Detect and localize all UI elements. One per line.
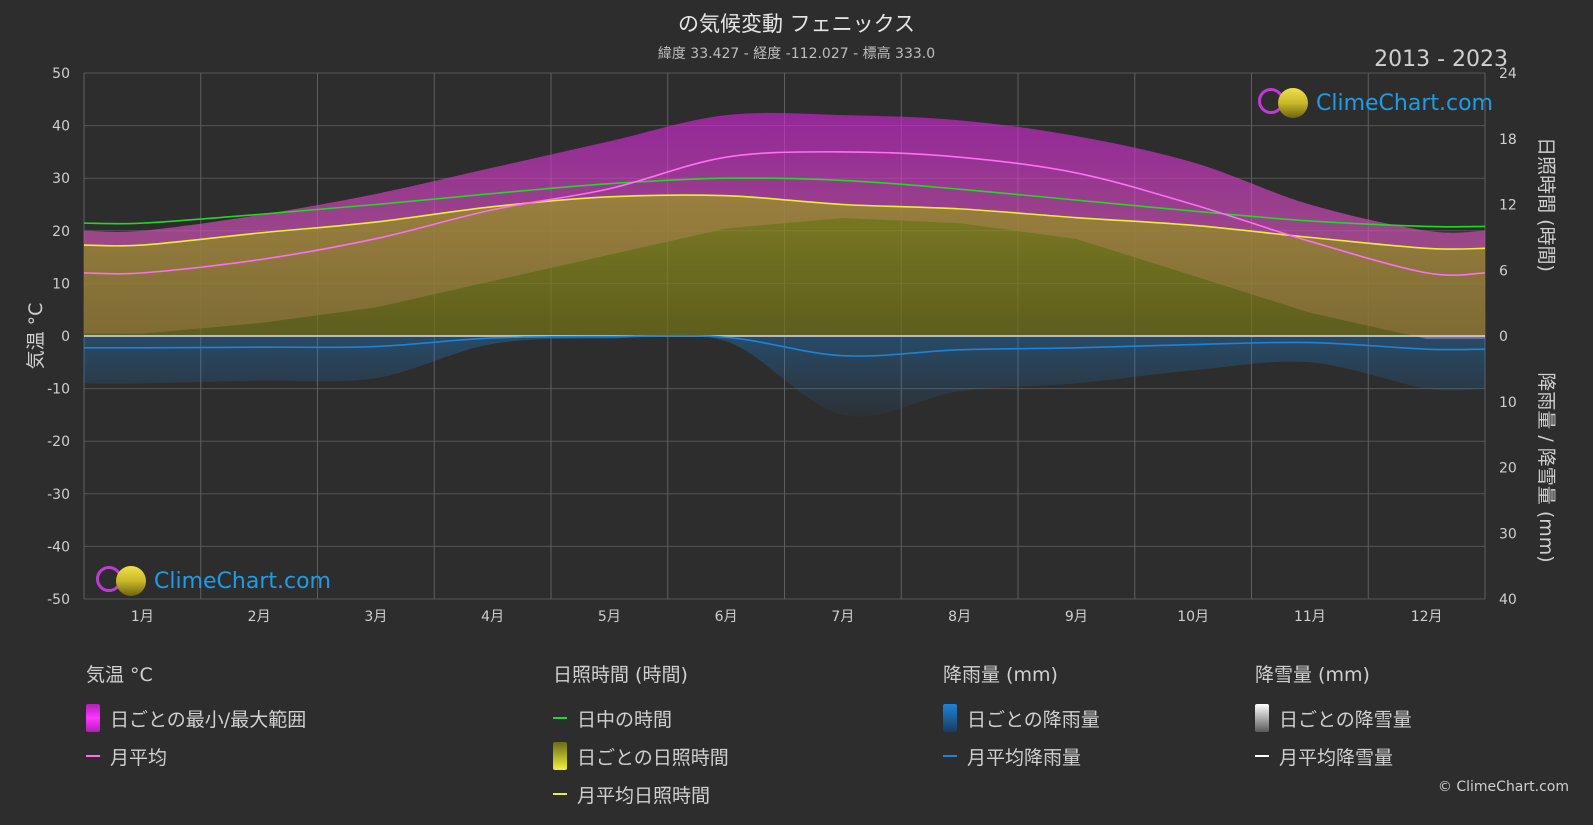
logo-icon: [96, 566, 150, 596]
swatch: [86, 755, 100, 757]
chart-title: の気候変動 フェニックス: [677, 12, 916, 36]
y-left-tick-label: 40: [52, 119, 70, 135]
swatch: [1255, 755, 1269, 757]
rain-avg-line: [83, 334, 1486, 357]
swatch: [943, 755, 957, 757]
rain-layer: [84, 334, 1485, 417]
legend-item: 月平均: [86, 737, 306, 775]
x-tick-label: 1月: [131, 609, 154, 625]
legend-temperature: 気温 °C 日ごとの最小/最大範囲 月平均: [86, 660, 306, 775]
legend-item: 日ごとの降雪量: [1255, 699, 1412, 737]
rain-area: [84, 334, 1485, 417]
logo-icon: [1258, 88, 1312, 118]
x-tick-label: 8月: [948, 609, 971, 625]
legend-heading: 日照時間 (時間): [553, 664, 688, 686]
y-right-bottom-axis-title: 降雨量 / 降雪量 (mm): [1535, 372, 1557, 562]
y-left-tick-label: 50: [52, 66, 70, 82]
legend-heading: 降雨量 (mm): [943, 664, 1058, 686]
y-left-tick-label: -30: [47, 487, 70, 503]
legend-item: 月平均降雨量: [943, 737, 1100, 775]
legend-item: 日ごとの日照時間: [553, 737, 729, 775]
sunshine-avg-line: [83, 194, 1486, 250]
axis-layer: 50 40 30 20 10 0 -10 -20 -30 -40 -50 24 18 12 6 0 10 20 30…: [25, 66, 1557, 625]
legend-label: 日ごとの降雨量: [967, 708, 1100, 731]
y-right-sunshine-tick-label: 6: [1499, 263, 1508, 279]
line-layer: [83, 151, 1486, 357]
x-tick-label: 5月: [598, 609, 621, 625]
sunshine-layer: [84, 195, 1485, 336]
x-tick-label: 2月: [248, 609, 271, 625]
y-right-rain-tick-label: 40: [1499, 592, 1517, 608]
chart-subtitle: 緯度 33.427 - 経度 -112.027 - 標高 333.0: [657, 46, 936, 62]
legend-label: 日ごとの日照時間: [577, 746, 729, 769]
y-right-rain-tick-label: 20: [1499, 461, 1517, 477]
y-left-tick-label: -40: [47, 539, 70, 555]
legend-label: 月平均降雪量: [1279, 746, 1394, 769]
y-right-top-axis-title: 日照時間 (時間): [1535, 137, 1557, 272]
legend-item: 月平均日照時間: [553, 775, 729, 813]
logo-text: ClimeChart.com: [1316, 90, 1493, 116]
legend-heading: 降雪量 (mm): [1255, 664, 1370, 686]
y-right-sunshine-tick-label: 0: [1499, 329, 1508, 345]
y-left-tick-label: -50: [47, 592, 70, 608]
logo-top[interactable]: ClimeChart.com: [1258, 88, 1493, 118]
swatch: [943, 704, 957, 732]
legend-label: 日ごとの最小/最大範囲: [110, 708, 307, 731]
y-left-tick-label: 0: [61, 329, 70, 345]
legend-heading: 気温 °C: [86, 664, 153, 686]
y-left-tick-label: 20: [52, 224, 70, 240]
legend-label: 日ごとの降雪量: [1279, 708, 1412, 731]
legend-item: 日ごとの降雨量: [943, 699, 1100, 737]
swatch: [86, 704, 100, 732]
legend-item: 月平均降雪量: [1255, 737, 1412, 775]
legend-snow: 降雪量 (mm) 日ごとの降雪量 月平均降雪量: [1255, 660, 1412, 775]
legend-label: 日中の時間: [577, 708, 673, 731]
legend-item: 日中の時間: [553, 699, 729, 737]
y-right-sunshine-tick-label: 18: [1499, 132, 1517, 148]
swatch: [553, 742, 567, 770]
sunshine-area: [84, 195, 1485, 336]
y-right-rain-tick-label: 30: [1499, 526, 1517, 542]
legend-label: 月平均降雨量: [967, 746, 1082, 769]
y-left-tick-label: -20: [47, 434, 70, 450]
period-label: 2013 - 2023: [1374, 47, 1508, 72]
legend-rain: 降雨量 (mm) 日ごとの降雨量 月平均降雨量: [943, 660, 1100, 775]
swatch: [553, 793, 567, 795]
swatch: [1255, 704, 1269, 732]
x-tick-label: 9月: [1065, 609, 1088, 625]
swatch: [553, 717, 567, 719]
legend-label: 月平均: [110, 746, 168, 769]
legend-label: 月平均日照時間: [577, 784, 711, 807]
x-tick-label: 12月: [1411, 609, 1443, 625]
y-left-tick-label: 30: [52, 171, 70, 187]
daylight-line: [83, 177, 1486, 228]
logo-bottom[interactable]: ClimeChart.com: [96, 566, 331, 596]
legend-sunshine: 日照時間 (時間) 日中の時間 日ごとの日照時間 月平均日照時間: [553, 660, 729, 813]
x-tick-label: 11月: [1294, 609, 1326, 625]
copyright: © ClimeChart.com: [1437, 779, 1569, 795]
x-tick-label: 6月: [715, 609, 738, 625]
logo-text: ClimeChart.com: [154, 568, 331, 594]
x-tick-label: 7月: [831, 609, 854, 625]
legend-item: 日ごとの最小/最大範囲: [86, 699, 306, 737]
y-left-tick-label: 10: [52, 276, 70, 292]
y-right-sunshine-tick-label: 12: [1499, 198, 1517, 214]
y-left-tick-label: -10: [47, 382, 70, 398]
temperature-avg-line: [83, 151, 1486, 276]
x-tick-label: 10月: [1177, 609, 1209, 625]
y-left-axis-title: 気温 °C: [25, 303, 47, 370]
y-right-sunshine-tick-label: 24: [1499, 66, 1517, 82]
x-tick-label: 4月: [481, 609, 504, 625]
x-tick-label: 3月: [364, 609, 387, 625]
y-right-rain-tick-label: 10: [1499, 395, 1517, 411]
